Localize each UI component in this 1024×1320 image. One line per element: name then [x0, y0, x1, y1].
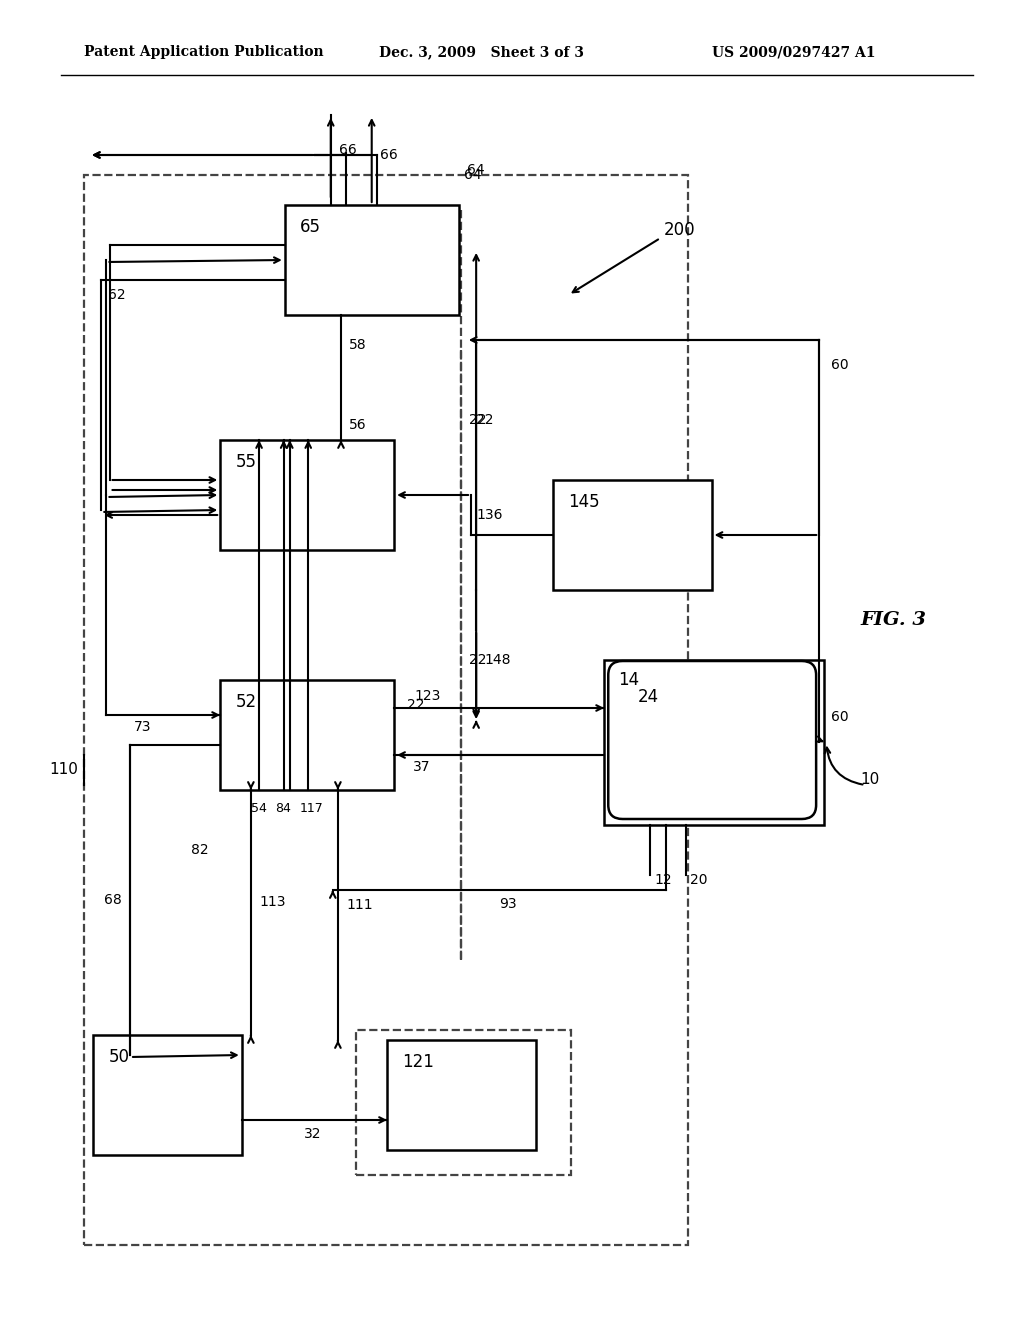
Text: 22: 22 — [407, 698, 424, 711]
Text: 121: 121 — [402, 1053, 434, 1071]
Text: 93: 93 — [499, 898, 516, 911]
Text: 32: 32 — [304, 1127, 322, 1140]
Text: 37: 37 — [413, 760, 430, 774]
Text: 117: 117 — [300, 801, 324, 814]
Bar — [93, 1035, 242, 1155]
Text: Dec. 3, 2009   Sheet 3 of 3: Dec. 3, 2009 Sheet 3 of 3 — [379, 45, 584, 59]
Text: 22: 22 — [476, 413, 494, 426]
Text: 10: 10 — [860, 772, 880, 788]
Bar — [356, 1030, 571, 1175]
Bar — [285, 205, 459, 315]
Text: 20: 20 — [690, 873, 708, 887]
Bar — [553, 480, 712, 590]
Bar — [220, 680, 394, 789]
Text: 145: 145 — [568, 492, 600, 511]
Text: US 2009/0297427 A1: US 2009/0297427 A1 — [712, 45, 876, 59]
Text: 58: 58 — [349, 338, 367, 352]
Text: 64: 64 — [464, 168, 481, 182]
Text: Patent Application Publication: Patent Application Publication — [84, 45, 324, 59]
Text: 136: 136 — [476, 508, 503, 521]
Text: 24: 24 — [638, 688, 659, 706]
Text: 55: 55 — [236, 453, 257, 471]
Text: 123: 123 — [415, 689, 441, 704]
Text: 62: 62 — [108, 288, 125, 302]
Text: 148: 148 — [484, 653, 511, 667]
Text: 82: 82 — [191, 843, 209, 857]
Text: 60: 60 — [831, 710, 849, 723]
Text: 64: 64 — [467, 162, 484, 177]
Text: FIG. 3: FIG. 3 — [860, 611, 926, 630]
Text: 22: 22 — [469, 413, 486, 426]
Text: 73: 73 — [134, 719, 152, 734]
Text: 65: 65 — [300, 218, 322, 236]
Bar — [387, 1040, 536, 1150]
Text: 22: 22 — [469, 653, 486, 667]
Text: 84: 84 — [275, 801, 292, 814]
Text: 111: 111 — [346, 898, 373, 912]
FancyBboxPatch shape — [608, 661, 816, 818]
Text: 54: 54 — [251, 801, 267, 814]
Text: 66: 66 — [339, 143, 356, 157]
Text: 56: 56 — [349, 418, 367, 432]
Text: 68: 68 — [104, 894, 122, 907]
Text: 60: 60 — [831, 358, 849, 372]
Bar — [84, 176, 688, 1245]
Text: 200: 200 — [664, 220, 695, 239]
Text: 50: 50 — [109, 1048, 130, 1067]
Text: 110: 110 — [49, 763, 78, 777]
Text: 66: 66 — [380, 148, 397, 162]
Text: 12: 12 — [654, 873, 672, 887]
Bar — [220, 440, 394, 550]
Text: 113: 113 — [259, 895, 286, 909]
Bar — [604, 660, 824, 825]
Text: 52: 52 — [236, 693, 257, 711]
Text: 14: 14 — [618, 671, 640, 689]
